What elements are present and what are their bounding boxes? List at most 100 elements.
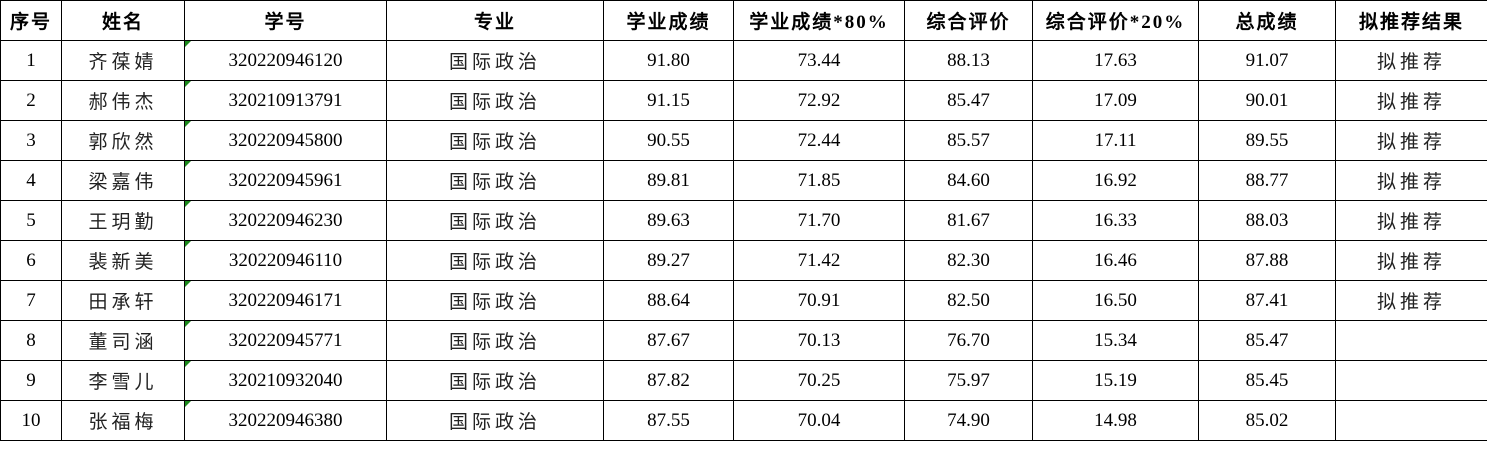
cell-index[interactable]: 1 <box>0 40 62 81</box>
cell-major[interactable]: 国际政治 <box>386 360 604 401</box>
cell-academic-80[interactable]: 73.44 <box>733 40 905 81</box>
cell-major[interactable]: 国际政治 <box>386 80 604 121</box>
cell-name[interactable]: 张福梅 <box>61 400 185 441</box>
cell-evaluation[interactable]: 82.30 <box>904 240 1033 281</box>
cell-academic-score[interactable]: 89.81 <box>603 160 734 201</box>
cell-academic-80[interactable]: 71.42 <box>733 240 905 281</box>
cell-total[interactable]: 85.47 <box>1198 320 1336 361</box>
cell-academic-score[interactable]: 89.27 <box>603 240 734 281</box>
cell-academic-80[interactable]: 70.91 <box>733 280 905 321</box>
cell-major[interactable]: 国际政治 <box>386 240 604 281</box>
cell-evaluation-20[interactable]: 15.34 <box>1032 320 1199 361</box>
cell-evaluation[interactable]: 85.47 <box>904 80 1033 121</box>
cell-major[interactable]: 国际政治 <box>386 40 604 81</box>
cell-student-id[interactable]: 320220945771 <box>184 320 387 361</box>
header-col-evaluation[interactable]: 综合评价 <box>904 0 1033 41</box>
cell-name[interactable]: 李雪儿 <box>61 360 185 401</box>
cell-student-id[interactable]: 320220945800 <box>184 120 387 161</box>
cell-evaluation[interactable]: 84.60 <box>904 160 1033 201</box>
cell-index[interactable]: 5 <box>0 200 62 241</box>
cell-evaluation-20[interactable]: 16.50 <box>1032 280 1199 321</box>
header-col-academic-80[interactable]: 学业成绩*80% <box>733 0 905 41</box>
cell-major[interactable]: 国际政治 <box>386 200 604 241</box>
cell-academic-score[interactable]: 91.80 <box>603 40 734 81</box>
cell-index[interactable]: 9 <box>0 360 62 401</box>
header-col-total[interactable]: 总成绩 <box>1198 0 1336 41</box>
cell-student-id[interactable]: 320220946120 <box>184 40 387 81</box>
cell-total[interactable]: 88.77 <box>1198 160 1336 201</box>
cell-evaluation-20[interactable]: 14.98 <box>1032 400 1199 441</box>
cell-evaluation[interactable]: 88.13 <box>904 40 1033 81</box>
cell-academic-score[interactable]: 88.64 <box>603 280 734 321</box>
cell-index[interactable]: 8 <box>0 320 62 361</box>
cell-evaluation-20[interactable]: 16.33 <box>1032 200 1199 241</box>
cell-student-id[interactable]: 320220945961 <box>184 160 387 201</box>
header-col-academic-score[interactable]: 学业成绩 <box>603 0 734 41</box>
cell-recommend-result[interactable] <box>1335 320 1487 361</box>
cell-evaluation[interactable]: 81.67 <box>904 200 1033 241</box>
cell-total[interactable]: 89.55 <box>1198 120 1336 161</box>
cell-academic-80[interactable]: 70.13 <box>733 320 905 361</box>
cell-evaluation[interactable]: 75.97 <box>904 360 1033 401</box>
cell-major[interactable]: 国际政治 <box>386 120 604 161</box>
cell-name[interactable]: 田承轩 <box>61 280 185 321</box>
header-col-evaluation-20[interactable]: 综合评价*20% <box>1032 0 1199 41</box>
cell-name[interactable]: 董司涵 <box>61 320 185 361</box>
cell-academic-score[interactable]: 87.82 <box>603 360 734 401</box>
cell-academic-score[interactable]: 87.67 <box>603 320 734 361</box>
header-col-name[interactable]: 姓名 <box>61 0 185 41</box>
cell-evaluation-20[interactable]: 17.09 <box>1032 80 1199 121</box>
cell-recommend-result[interactable]: 拟推荐 <box>1335 160 1487 201</box>
cell-index[interactable]: 6 <box>0 240 62 281</box>
cell-academic-score[interactable]: 87.55 <box>603 400 734 441</box>
cell-academic-80[interactable]: 70.25 <box>733 360 905 401</box>
cell-total[interactable]: 90.01 <box>1198 80 1336 121</box>
cell-major[interactable]: 国际政治 <box>386 160 604 201</box>
cell-evaluation-20[interactable]: 16.92 <box>1032 160 1199 201</box>
cell-major[interactable]: 国际政治 <box>386 400 604 441</box>
cell-name[interactable]: 裴新美 <box>61 240 185 281</box>
header-col-student-id[interactable]: 学号 <box>184 0 387 41</box>
cell-student-id[interactable]: 320220946110 <box>184 240 387 281</box>
header-col-index[interactable]: 序号 <box>0 0 62 41</box>
cell-major[interactable]: 国际政治 <box>386 320 604 361</box>
cell-total[interactable]: 88.03 <box>1198 200 1336 241</box>
cell-total[interactable]: 85.02 <box>1198 400 1336 441</box>
cell-recommend-result[interactable]: 拟推荐 <box>1335 240 1487 281</box>
cell-academic-80[interactable]: 72.44 <box>733 120 905 161</box>
cell-evaluation[interactable]: 74.90 <box>904 400 1033 441</box>
cell-evaluation-20[interactable]: 15.19 <box>1032 360 1199 401</box>
cell-recommend-result[interactable]: 拟推荐 <box>1335 120 1487 161</box>
cell-index[interactable]: 10 <box>0 400 62 441</box>
cell-recommend-result[interactable]: 拟推荐 <box>1335 80 1487 121</box>
cell-recommend-result[interactable]: 拟推荐 <box>1335 200 1487 241</box>
cell-evaluation[interactable]: 82.50 <box>904 280 1033 321</box>
cell-evaluation-20[interactable]: 17.11 <box>1032 120 1199 161</box>
cell-academic-80[interactable]: 70.04 <box>733 400 905 441</box>
header-col-major[interactable]: 专业 <box>386 0 604 41</box>
cell-academic-score[interactable]: 89.63 <box>603 200 734 241</box>
header-col-recommend-result[interactable]: 拟推荐结果 <box>1335 0 1487 41</box>
cell-evaluation[interactable]: 76.70 <box>904 320 1033 361</box>
cell-name[interactable]: 梁嘉伟 <box>61 160 185 201</box>
cell-academic-score[interactable]: 90.55 <box>603 120 734 161</box>
cell-name[interactable]: 郭欣然 <box>61 120 185 161</box>
cell-name[interactable]: 齐葆婧 <box>61 40 185 81</box>
cell-total[interactable]: 87.88 <box>1198 240 1336 281</box>
cell-total[interactable]: 85.45 <box>1198 360 1336 401</box>
cell-total[interactable]: 91.07 <box>1198 40 1336 81</box>
cell-index[interactable]: 2 <box>0 80 62 121</box>
cell-academic-80[interactable]: 72.92 <box>733 80 905 121</box>
cell-evaluation-20[interactable]: 17.63 <box>1032 40 1199 81</box>
cell-student-id[interactable]: 320220946230 <box>184 200 387 241</box>
cell-evaluation-20[interactable]: 16.46 <box>1032 240 1199 281</box>
cell-major[interactable]: 国际政治 <box>386 280 604 321</box>
cell-recommend-result[interactable]: 拟推荐 <box>1335 40 1487 81</box>
cell-recommend-result[interactable] <box>1335 400 1487 441</box>
cell-evaluation[interactable]: 85.57 <box>904 120 1033 161</box>
cell-index[interactable]: 3 <box>0 120 62 161</box>
cell-student-id[interactable]: 320220946171 <box>184 280 387 321</box>
cell-recommend-result[interactable]: 拟推荐 <box>1335 280 1487 321</box>
cell-student-id[interactable]: 320210932040 <box>184 360 387 401</box>
cell-student-id[interactable]: 320210913791 <box>184 80 387 121</box>
